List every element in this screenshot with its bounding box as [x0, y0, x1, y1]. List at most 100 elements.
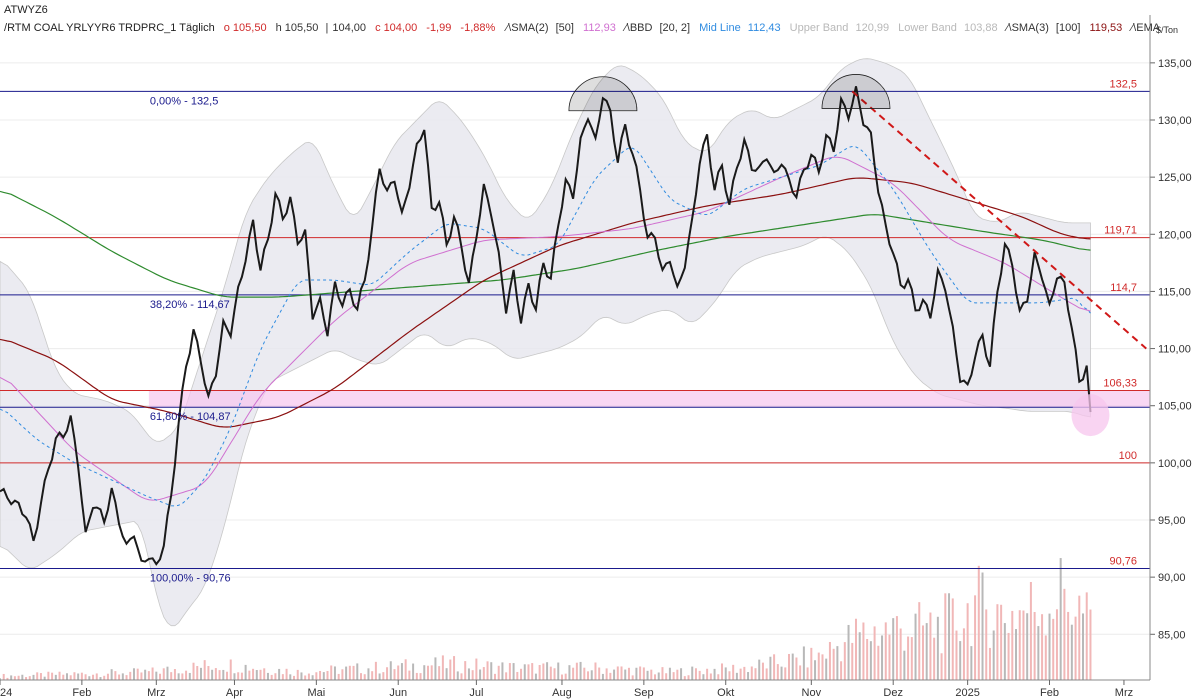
downtrend-line[interactable] [851, 90, 1147, 350]
volume-bar [493, 673, 496, 680]
volume-bar [307, 673, 310, 680]
volume-bar [445, 668, 448, 680]
fib-label: 100,00% - 90,76 [150, 572, 231, 584]
volume-bar [330, 665, 333, 680]
volume-bar [185, 670, 188, 680]
legend-mid-value: 112,43 [748, 22, 781, 34]
volume-bar [80, 672, 83, 680]
y-tick-label: 135,00 [1158, 58, 1192, 70]
volume-bar [244, 664, 247, 680]
volume-bar [977, 565, 980, 680]
volume-bar [211, 669, 214, 680]
level-price-label: 106,33 [1103, 378, 1137, 390]
volume-bar [676, 669, 679, 680]
volume-bar [426, 665, 429, 680]
y-tick-label: 95,00 [1158, 515, 1186, 527]
volume-bar [709, 673, 712, 680]
x-tick-label: Sep [634, 687, 654, 699]
volume-bar [758, 659, 761, 680]
volume-bar [248, 670, 251, 680]
bbd-mid-line [0, 145, 1091, 507]
volume-bar [84, 674, 87, 680]
volume-bar [910, 637, 913, 680]
volume-bar [724, 667, 727, 680]
volume-bar [549, 666, 552, 680]
volume-bar [159, 673, 162, 680]
volume-bar [806, 667, 809, 680]
volume-bar [1052, 618, 1055, 680]
volume-bar [214, 668, 217, 680]
volume-bar [609, 672, 612, 680]
volume-bar [1074, 616, 1077, 680]
volume-bar [240, 672, 243, 680]
volume-bar [371, 671, 374, 680]
legend-instrument: RTM COAL YRLYYR6 TRDPRC_1 [7, 22, 176, 34]
peak-marker [821, 74, 891, 109]
legend-change: -1,99 [426, 22, 451, 34]
volume-bar [311, 675, 314, 680]
fib-label: 0,00% - 132,5 [150, 95, 219, 107]
volume-bar [866, 638, 869, 680]
volume-bar [218, 670, 221, 680]
volume-bar [959, 641, 962, 680]
volume-bar [345, 666, 348, 680]
volume-bar [296, 669, 299, 680]
volume-bar [467, 668, 470, 680]
volume-bar [810, 647, 813, 680]
volume-bar [17, 675, 20, 680]
volume-bar [1026, 613, 1029, 680]
y-tick-label: 130,00 [1158, 115, 1192, 127]
volume-bar [136, 668, 139, 680]
volume-bar [955, 630, 958, 680]
volume-bar [65, 673, 68, 680]
volume-bar [1022, 610, 1025, 680]
y-tick-label: 90,00 [1158, 572, 1186, 584]
volume-bar [594, 662, 597, 680]
volume-bar [884, 622, 887, 680]
volume-bar [62, 674, 65, 680]
volume-bar [538, 664, 541, 680]
volume-bar [285, 668, 288, 680]
volume-bar [877, 645, 880, 680]
end-marker [1071, 394, 1110, 437]
level-labels: 132,5 0,00% - 132,5 119,71 114,7 38,20% - 11… [150, 78, 1137, 584]
volume-bar [58, 671, 61, 680]
volume-bar [114, 671, 117, 680]
volume-bar [348, 665, 351, 680]
volume-bar [668, 667, 671, 680]
volume-bar [415, 672, 418, 680]
volume-bar [892, 618, 895, 680]
volume-bar [155, 671, 158, 680]
volume-bar [784, 667, 787, 680]
x-tick-label: Okt [717, 687, 734, 699]
volume-bar [557, 662, 560, 680]
legend-lower-value: 103,88 [964, 22, 998, 34]
volume-bar [1029, 581, 1032, 680]
volume-bar [523, 664, 526, 680]
volume-bar [263, 668, 266, 680]
volume-bar [1037, 626, 1040, 680]
axes: 85,00 90,00 95,00 100,00 105,00 110,00 115,00 1… [0, 15, 1192, 699]
volume-bar [255, 669, 258, 680]
volume-bar [125, 675, 128, 680]
volume-bar [1041, 614, 1044, 680]
y-tick-label: 110,00 [1158, 344, 1191, 356]
volume-bar [985, 609, 988, 680]
volume-bar [654, 674, 657, 680]
volume-bar [966, 603, 969, 680]
volume-bar [203, 660, 206, 680]
volume-bar [944, 593, 947, 680]
volume-bar [0, 678, 1, 680]
volume-bar [367, 668, 370, 680]
x-tick-label: Jul [469, 687, 483, 699]
volume-bar [765, 668, 768, 680]
volume-bar [456, 671, 459, 680]
volume-bar [482, 667, 485, 680]
volume-bar [948, 593, 951, 680]
volume-bar [962, 628, 965, 680]
volume-bar [460, 673, 463, 680]
legend-high: 105,50 [285, 22, 319, 34]
volume-bar [918, 602, 921, 680]
volume-bar [564, 673, 567, 680]
